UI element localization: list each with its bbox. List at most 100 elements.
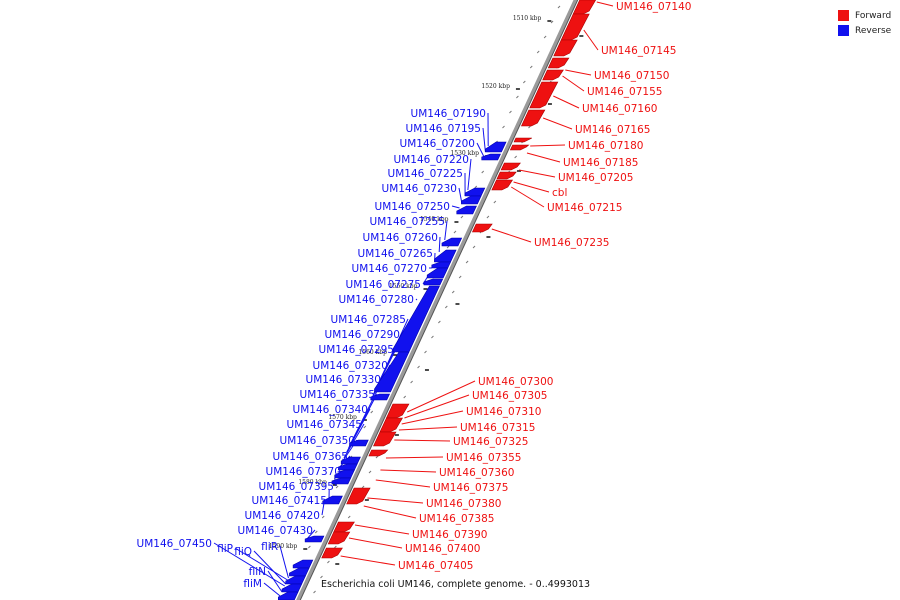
reverse-gene[interactable] <box>340 456 361 465</box>
forward-gene-label[interactable]: UM146_07325 <box>453 436 528 448</box>
forward-gene[interactable] <box>321 547 343 559</box>
reverse-gene-label[interactable]: UM146_07330 <box>306 374 381 386</box>
reverse-gene-label[interactable]: UM146_07255 <box>370 216 445 228</box>
forward-gene-label[interactable]: UM146_07140 <box>616 1 691 13</box>
reverse-gene-label[interactable]: UM146_07190 <box>411 108 486 120</box>
reverse-gene-label[interactable]: fliR <box>261 541 278 553</box>
forward-gene[interactable] <box>513 137 533 143</box>
forward-gene-label[interactable]: UM146_07405 <box>398 560 473 572</box>
reverse-gene-label[interactable]: UM146_07275 <box>346 279 421 291</box>
reverse-gene[interactable] <box>322 495 343 505</box>
reverse-gene[interactable] <box>334 469 355 479</box>
reverse-gene[interactable] <box>374 351 410 393</box>
reverse-gene-label[interactable]: UM146_07370 <box>266 466 341 478</box>
forward-gene-label[interactable]: UM146_07355 <box>446 452 521 464</box>
forward-gene[interactable] <box>491 179 514 191</box>
forward-gene-label[interactable]: UM146_07300 <box>478 376 553 388</box>
reverse-gene-label[interactable]: UM146_07260 <box>363 232 438 244</box>
forward-gene[interactable] <box>520 109 546 127</box>
reverse-gene[interactable] <box>456 205 477 215</box>
reverse-gene-label[interactable]: fliP <box>217 543 233 555</box>
reverse-gene[interactable] <box>485 141 507 153</box>
forward-gene-label[interactable]: UM146_07160 <box>582 103 657 115</box>
reverse-gene[interactable] <box>431 261 452 269</box>
reverse-gene[interactable] <box>338 463 358 471</box>
reverse-gene[interactable] <box>461 195 482 205</box>
forward-gene[interactable] <box>373 431 397 447</box>
forward-gene-label[interactable]: UM146_07380 <box>426 498 501 510</box>
reverse-gene[interactable] <box>281 583 303 593</box>
forward-gene[interactable] <box>572 0 597 15</box>
reverse-gene-label[interactable]: UM146_07280 <box>339 294 414 306</box>
forward-gene-label[interactable]: UM146_07150 <box>594 70 669 82</box>
forward-gene-label[interactable]: UM146_07205 <box>558 172 633 184</box>
forward-gene[interactable] <box>496 171 517 180</box>
forward-gene-label[interactable]: UM146_07235 <box>534 237 609 249</box>
reverse-gene-label[interactable]: UM146_07350 <box>280 435 355 447</box>
forward-gene-label[interactable]: UM146_07310 <box>466 406 541 418</box>
forward-gene-label[interactable]: UM146_07165 <box>575 124 650 136</box>
reverse-gene-label[interactable]: UM146_07345 <box>287 419 362 431</box>
reverse-gene[interactable] <box>464 187 486 197</box>
forward-gene[interactable] <box>509 144 530 151</box>
reverse-gene[interactable] <box>370 393 391 401</box>
reverse-gene-label[interactable]: UM146_07395 <box>259 481 334 493</box>
forward-gene-label[interactable]: UM146_07155 <box>587 86 662 98</box>
forward-gene[interactable] <box>542 69 564 81</box>
reverse-gene-label[interactable]: UM146_07430 <box>238 525 313 537</box>
forward-gene-label[interactable]: UM146_07180 <box>568 140 643 152</box>
reverse-gene-label[interactable]: fliN <box>249 566 266 578</box>
forward-gene-label[interactable]: UM146_07360 <box>439 467 514 479</box>
reverse-gene-label[interactable]: UM146_07290 <box>325 329 400 341</box>
reverse-gene[interactable] <box>278 591 299 600</box>
reverse-gene[interactable] <box>423 278 444 286</box>
forward-gene-label[interactable]: UM146_07390 <box>412 529 487 541</box>
reverse-gene-label[interactable]: UM146_07230 <box>382 183 457 195</box>
reverse-gene-label[interactable]: UM146_07270 <box>352 263 427 275</box>
forward-gene-label[interactable]: UM146_07375 <box>433 482 508 494</box>
reverse-gene[interactable] <box>304 535 325 543</box>
forward-gene-label[interactable]: UM146_07145 <box>601 45 676 57</box>
forward-gene[interactable] <box>529 81 559 109</box>
forward-gene-label[interactable]: UM146_07315 <box>460 422 535 434</box>
forward-gene[interactable] <box>500 162 521 171</box>
reverse-gene[interactable] <box>441 237 463 247</box>
forward-gene[interactable] <box>385 403 410 419</box>
forward-gene-label[interactable]: UM146_07185 <box>563 157 638 169</box>
reverse-gene-label[interactable]: UM146_07250 <box>375 201 450 213</box>
forward-gene-label[interactable]: UM146_07385 <box>419 513 494 525</box>
reverse-gene-label[interactable]: UM146_07220 <box>394 154 469 166</box>
forward-gene-label[interactable]: UM146_07305 <box>472 390 547 402</box>
reverse-gene-label[interactable]: UM146_07415 <box>252 495 327 507</box>
forward-gene-label[interactable]: UM146_07400 <box>405 543 480 555</box>
forward-gene[interactable] <box>327 531 351 545</box>
reverse-gene-label[interactable]: UM146_07335 <box>300 389 375 401</box>
forward-gene-label[interactable]: UM146_07215 <box>547 202 622 214</box>
reverse-gene-label[interactable]: UM146_07285 <box>331 314 406 326</box>
reverse-gene-label[interactable]: UM146_07340 <box>293 404 368 416</box>
reverse-gene-label[interactable]: UM146_07195 <box>406 123 481 135</box>
reverse-gene[interactable] <box>289 567 310 577</box>
reverse-gene[interactable] <box>392 285 440 353</box>
reverse-gene[interactable] <box>426 267 449 279</box>
forward-gene[interactable] <box>346 487 371 505</box>
forward-gene[interactable] <box>368 449 389 457</box>
forward-gene[interactable] <box>333 521 355 533</box>
forward-gene[interactable] <box>471 223 493 233</box>
forward-gene-label[interactable]: cbl <box>552 187 567 199</box>
forward-gene[interactable] <box>560 13 590 41</box>
reverse-gene-label[interactable]: UM146_07295 <box>319 344 394 356</box>
reverse-gene-label[interactable]: UM146_07225 <box>388 168 463 180</box>
reverse-gene-label[interactable]: UM146_07200 <box>400 138 475 150</box>
reverse-gene-label[interactable]: UM146_07365 <box>273 451 348 463</box>
forward-gene[interactable] <box>379 417 403 433</box>
forward-gene[interactable] <box>547 57 570 69</box>
reverse-gene-label[interactable]: fliQ <box>234 546 252 558</box>
reverse-gene-label[interactable]: UM146_07265 <box>358 248 433 260</box>
reverse-gene[interactable] <box>349 439 369 447</box>
reverse-gene[interactable] <box>331 477 352 485</box>
reverse-gene-label[interactable]: UM146_07320 <box>313 360 388 372</box>
reverse-gene-label[interactable]: UM146_07420 <box>245 510 320 522</box>
reverse-gene[interactable] <box>285 575 306 585</box>
reverse-gene[interactable] <box>292 559 314 569</box>
